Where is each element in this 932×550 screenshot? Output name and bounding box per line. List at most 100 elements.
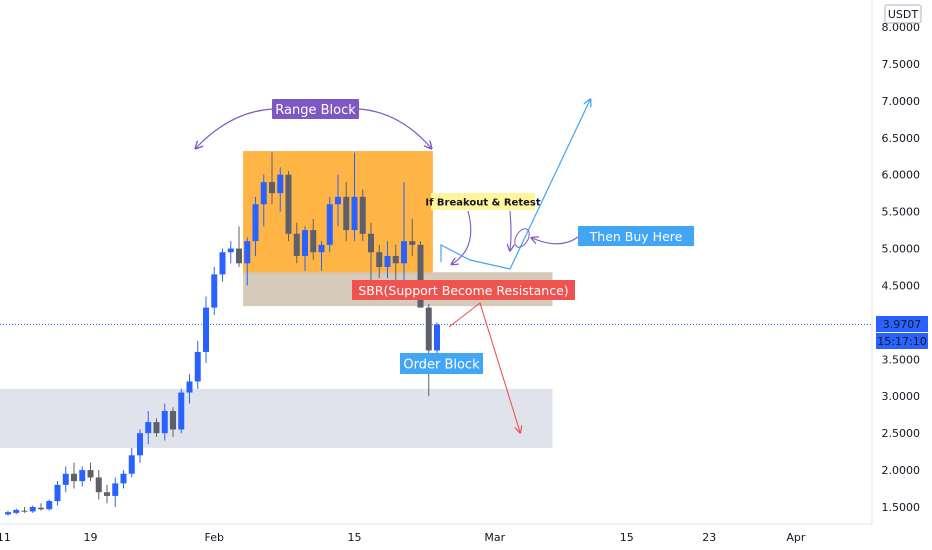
candle-body bbox=[343, 196, 350, 231]
countdown-badge-bg bbox=[876, 333, 928, 349]
candle-body bbox=[359, 196, 366, 234]
candle-body bbox=[46, 501, 53, 510]
candle-body bbox=[211, 274, 218, 308]
bearish-projection bbox=[448, 302, 520, 432]
candle-body bbox=[87, 470, 94, 478]
candle-body bbox=[13, 509, 20, 513]
candle-body bbox=[434, 324, 440, 351]
candle-body bbox=[153, 422, 160, 434]
range-block-label-bg bbox=[272, 99, 359, 119]
price-tick-label: 6.5000 bbox=[882, 132, 921, 145]
price-tick-label: 4.5000 bbox=[882, 279, 921, 292]
candle-body bbox=[178, 392, 185, 430]
candle-body bbox=[302, 230, 308, 256]
currency-badge-bg[interactable] bbox=[884, 4, 922, 24]
time-tick-label: 15 bbox=[620, 531, 634, 544]
buy-label: Then Buy Here bbox=[589, 229, 683, 244]
time-tick-label: Mar bbox=[484, 531, 505, 544]
range-block-left-arc bbox=[196, 108, 273, 148]
time-tick-label: 23 bbox=[702, 531, 716, 544]
demand-zone bbox=[0, 388, 553, 448]
candle-body bbox=[219, 252, 226, 275]
price-tick-label: 3.0000 bbox=[882, 390, 921, 403]
last-price-badge: 3.9707 bbox=[883, 318, 922, 331]
candle-body bbox=[137, 433, 143, 456]
candle-body bbox=[244, 241, 251, 264]
candle-body bbox=[186, 381, 193, 393]
candle-body bbox=[417, 244, 424, 308]
candle-body bbox=[277, 174, 284, 194]
candle-body bbox=[384, 255, 391, 267]
candle-body bbox=[236, 248, 242, 264]
candle-body bbox=[318, 244, 325, 253]
annotations-layer: Range Block If Breakout & Retest Then Bu… bbox=[196, 99, 694, 432]
price-tick-label: 7.0000 bbox=[882, 95, 921, 108]
candle-body bbox=[351, 196, 358, 231]
zones-layer bbox=[0, 151, 553, 448]
order-block-label: Order Block bbox=[403, 358, 480, 373]
candle-body bbox=[401, 241, 407, 264]
candle-body bbox=[409, 241, 416, 245]
candle-body bbox=[310, 230, 317, 253]
breakout-label-bg bbox=[431, 193, 535, 210]
candle-body bbox=[104, 492, 110, 496]
currency-badge[interactable]: USDT bbox=[888, 8, 919, 21]
breakout-arrow-1 bbox=[452, 210, 472, 264]
candle-body bbox=[120, 473, 127, 484]
buy-circle bbox=[514, 228, 530, 248]
candle-body bbox=[79, 470, 86, 482]
candle-body bbox=[170, 411, 176, 430]
candle-body bbox=[54, 484, 61, 502]
price-tick-label: 5.5000 bbox=[882, 206, 921, 219]
candle-body bbox=[71, 473, 77, 482]
candle-body bbox=[38, 507, 44, 510]
last-price-badge-bg bbox=[876, 316, 928, 332]
candle-body bbox=[293, 233, 300, 256]
price-tick-label: 1.5000 bbox=[882, 501, 921, 514]
countdown-badge: 15:17:10 bbox=[877, 335, 926, 348]
candle-body bbox=[29, 507, 36, 512]
candle-body bbox=[62, 473, 69, 485]
candle-body bbox=[95, 477, 102, 493]
price-tick-label: 3.5000 bbox=[882, 353, 921, 366]
range-block-label: Range Block bbox=[275, 103, 356, 118]
sbr-label-bg bbox=[352, 280, 575, 300]
candle-body bbox=[203, 307, 209, 352]
candle-body bbox=[376, 252, 383, 267]
time-tick-label: Apr bbox=[786, 531, 806, 544]
price-tick-label: 2.5000 bbox=[882, 427, 921, 440]
order-block-label-bg bbox=[400, 353, 483, 374]
price-tick-label: 2.0000 bbox=[882, 464, 921, 477]
price-tick-label: 8.0000 bbox=[882, 21, 921, 34]
candle-body bbox=[269, 182, 275, 194]
range-block-right-arc bbox=[358, 108, 431, 148]
price-tick-label: 6.0000 bbox=[882, 169, 921, 182]
candle-body bbox=[145, 422, 152, 434]
candle-body bbox=[368, 233, 374, 253]
buy-arrow bbox=[532, 237, 579, 245]
candle-body bbox=[392, 255, 399, 264]
candle-body bbox=[285, 174, 292, 234]
time-tick-label: 19 bbox=[84, 531, 98, 544]
candle-body bbox=[227, 248, 234, 253]
price-scale-bg[interactable] bbox=[872, 0, 932, 550]
price-tick-label: 5.0000 bbox=[882, 243, 921, 256]
projected-path bbox=[440, 100, 590, 270]
breakout-arrow-2 bbox=[510, 210, 511, 250]
candle-body bbox=[21, 510, 28, 512]
candle-body bbox=[252, 204, 259, 242]
candle-body bbox=[161, 411, 168, 434]
time-tick-label: Feb bbox=[205, 531, 224, 544]
time-scale[interactable]: 11 19 Feb 15 Mar 15 23 Apr bbox=[0, 531, 806, 544]
candle-body bbox=[194, 351, 201, 382]
breakout-label: If Breakout & Retest bbox=[425, 198, 540, 209]
candle-body bbox=[5, 512, 11, 515]
candle-body bbox=[425, 307, 432, 351]
candle-body bbox=[326, 204, 333, 245]
candle-body bbox=[260, 182, 267, 205]
candle-body bbox=[128, 455, 135, 474]
time-tick-label: 11 bbox=[0, 531, 11, 544]
candles-layer bbox=[5, 152, 440, 516]
price-tick-label: 7.5000 bbox=[882, 58, 921, 71]
